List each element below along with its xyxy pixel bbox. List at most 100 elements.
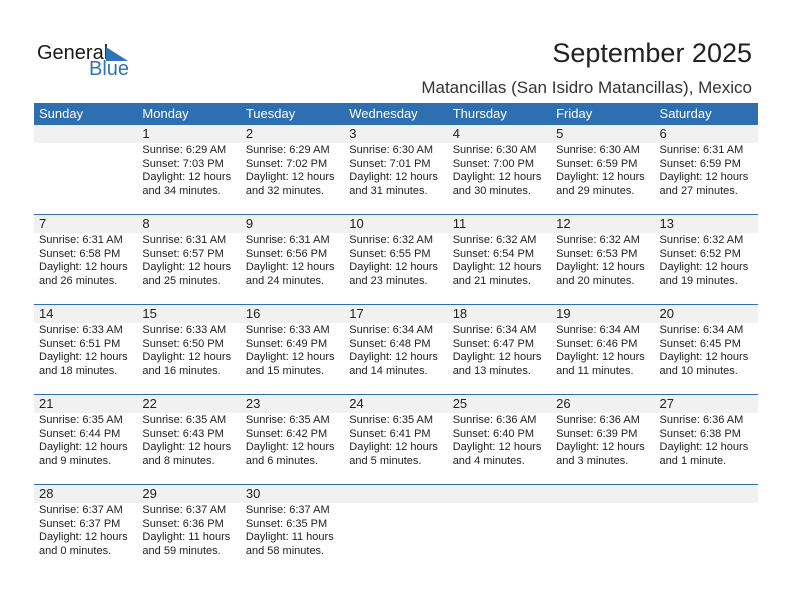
- date-band: 11: [447, 215, 552, 233]
- daylight1-text: Daylight: 12 hours: [142, 261, 232, 273]
- day-number: 7: [39, 216, 47, 231]
- sun-info: Sunrise: 6:34 AM Sunset: 6:48 PM Daylight:…: [344, 324, 447, 378]
- daylight2-text: and 58 minutes.: [245, 544, 325, 557]
- sunrise-text: Sunrise: 6:30 AM: [349, 144, 434, 156]
- sun-info: Sunrise: 6:31 AM Sunset: 6:57 PM Daylight:…: [137, 234, 240, 288]
- sun-info: Sunrise: 6:35 AM Sunset: 6:42 PM Daylight:…: [241, 414, 344, 468]
- daylight1-text: Daylight: 12 hours: [556, 351, 645, 363]
- daylight1-text: Daylight: 12 hours: [452, 441, 542, 453]
- sun-info: Sunrise: 6:34 AM Sunset: 6:45 PM Daylight:…: [655, 324, 758, 378]
- sun-info: Sunrise: 6:33 AM Sunset: 6:51 PM Daylight:…: [34, 324, 137, 378]
- date-band: 24: [344, 395, 448, 413]
- date-band: 23: [240, 395, 345, 413]
- daylight2-text: and 31 minutes.: [349, 184, 428, 197]
- sunset-text: Sunset: 6:39 PM: [556, 427, 638, 440]
- sun-info: Sunrise: 6:32 AM Sunset: 6:55 PM Daylight:…: [344, 234, 447, 288]
- sunset-text: Sunset: 6:36 PM: [142, 517, 224, 530]
- sun-info: Sunrise: 6:35 AM Sunset: 6:44 PM Daylight:…: [34, 414, 137, 468]
- daylight2-text: and 14 minutes.: [349, 364, 428, 377]
- sun-info: Sunrise: 6:37 AM Sunset: 6:37 PM Daylight:…: [34, 504, 137, 558]
- daylight2-text: and 30 minutes.: [452, 184, 531, 197]
- sunrise-text: Sunrise: 6:34 AM: [452, 324, 537, 336]
- weekday-wednesday: Wednesday: [349, 106, 418, 121]
- sunrise-text: Sunrise: 6:29 AM: [245, 144, 330, 156]
- sunrise-text: Sunrise: 6:30 AM: [452, 144, 537, 156]
- day-cell: 20 Sunrise: 6:34 AM Sunset: 6:45 PM Dayligh…: [654, 305, 758, 395]
- sun-info: Sunrise: 6:30 AM Sunset: 6:59 PM Daylight:…: [551, 144, 654, 198]
- date-band: 30: [240, 485, 345, 503]
- sun-info: Sunrise: 6:32 AM Sunset: 6:53 PM Daylight:…: [551, 234, 654, 288]
- date-band: 15: [137, 305, 241, 323]
- sun-info: Sunrise: 6:31 AM Sunset: 6:56 PM Daylight:…: [241, 234, 344, 288]
- sunset-text: Sunset: 6:47 PM: [452, 337, 535, 350]
- date-band: 25: [447, 395, 552, 413]
- daylight2-text: and 26 minutes.: [39, 274, 118, 287]
- daylight1-text: Daylight: 11 hours: [245, 531, 334, 543]
- sunrise-text: Sunrise: 6:32 AM: [659, 234, 744, 246]
- day-number: 12: [556, 216, 571, 231]
- day-number: 2: [245, 126, 254, 141]
- sunrise-text: Sunrise: 6:37 AM: [39, 504, 123, 516]
- date-band: 4: [447, 125, 552, 143]
- daylight1-text: Daylight: 12 hours: [452, 351, 542, 363]
- daylight1-text: Daylight: 12 hours: [142, 441, 232, 453]
- date-band: 5: [551, 125, 655, 143]
- location-subtitle: Matancillas (San Isidro Matancillas), Me…: [421, 78, 752, 97]
- day-number: 29: [142, 486, 157, 501]
- daylight2-text: and 8 minutes.: [142, 454, 215, 467]
- day-cell: 19 Sunrise: 6:34 AM Sunset: 6:46 PM Dayligh…: [551, 305, 655, 395]
- date-band: 7: [34, 215, 138, 233]
- daylight2-text: and 24 minutes.: [245, 274, 325, 287]
- day-cell: 17 Sunrise: 6:34 AM Sunset: 6:48 PM Dayligh…: [344, 305, 448, 395]
- day-cell: 21 Sunrise: 6:35 AM Sunset: 6:44 PM Dayligh…: [34, 395, 138, 485]
- daylight1-text: Daylight: 12 hours: [659, 261, 749, 273]
- daylight2-text: and 6 minutes.: [245, 454, 318, 467]
- date-band: 20: [654, 305, 758, 323]
- daylight2-text: and 25 minutes.: [142, 274, 221, 287]
- sunset-text: Sunset: 7:01 PM: [349, 157, 431, 170]
- daylight2-text: and 20 minutes.: [556, 274, 635, 287]
- sun-info: Sunrise: 6:36 AM Sunset: 6:39 PM Daylight:…: [551, 414, 654, 468]
- day-number: 13: [659, 216, 674, 231]
- daylight1-text: Daylight: 12 hours: [659, 441, 749, 453]
- sunrise-text: Sunrise: 6:33 AM: [142, 324, 227, 336]
- sun-info: Sunrise: 6:33 AM Sunset: 6:50 PM Daylight:…: [137, 324, 240, 378]
- logo-triangle-icon: [106, 47, 128, 61]
- sunset-text: Sunset: 7:02 PM: [245, 157, 328, 170]
- day-number: 9: [245, 216, 254, 231]
- day-cell: 18 Sunrise: 6:34 AM Sunset: 6:47 PM Dayligh…: [447, 305, 552, 395]
- sunrise-text: Sunrise: 6:35 AM: [349, 414, 434, 426]
- sunrise-text: Sunrise: 6:33 AM: [245, 324, 330, 336]
- sunrise-text: Sunrise: 6:36 AM: [659, 414, 744, 426]
- date-band: 17: [344, 305, 448, 323]
- week-row: 1 Sunrise: 6:29 AM Sunset: 7:03 PM Daylight…: [34, 125, 758, 215]
- day-cell: 14 Sunrise: 6:33 AM Sunset: 6:51 PM Dayligh…: [34, 305, 138, 395]
- day-cell: 2 Sunrise: 6:29 AM Sunset: 7:02 PM Daylight…: [240, 125, 345, 215]
- day-number: 17: [349, 306, 364, 321]
- sunrise-text: Sunrise: 6:34 AM: [349, 324, 434, 336]
- daylight1-text: Daylight: 12 hours: [349, 261, 438, 273]
- sunset-text: Sunset: 6:41 PM: [349, 427, 431, 440]
- daylight1-text: Daylight: 12 hours: [39, 531, 128, 543]
- week-row: 7 Sunrise: 6:31 AM Sunset: 6:58 PM Daylight…: [34, 214, 758, 305]
- date-band: 6: [654, 125, 758, 143]
- sun-info: Sunrise: 6:32 AM Sunset: 6:52 PM Daylight:…: [655, 234, 758, 288]
- day-cell: 27 Sunrise: 6:36 AM Sunset: 6:38 PM Dayligh…: [654, 395, 758, 485]
- sunset-text: Sunset: 6:46 PM: [556, 337, 638, 350]
- daylight1-text: Daylight: 12 hours: [452, 261, 542, 273]
- date-band: 26: [551, 395, 655, 413]
- sunset-text: Sunset: 7:00 PM: [452, 157, 535, 170]
- daylight1-text: Daylight: 12 hours: [245, 441, 335, 453]
- sunrise-text: Sunrise: 6:31 AM: [39, 234, 123, 246]
- date-band: 16: [240, 305, 345, 323]
- sun-info: Sunrise: 6:37 AM Sunset: 6:36 PM Daylight:…: [137, 504, 240, 558]
- sunrise-text: Sunrise: 6:37 AM: [245, 504, 330, 516]
- daylight2-text: and 19 minutes.: [659, 274, 738, 287]
- day-number: 30: [245, 486, 261, 501]
- sunrise-text: Sunrise: 6:32 AM: [452, 234, 537, 246]
- day-number: 10: [349, 216, 364, 231]
- daylight1-text: Daylight: 12 hours: [349, 441, 438, 453]
- date-band: 3: [344, 125, 448, 143]
- page-title: September 2025: [552, 38, 752, 68]
- day-number: 24: [349, 396, 364, 411]
